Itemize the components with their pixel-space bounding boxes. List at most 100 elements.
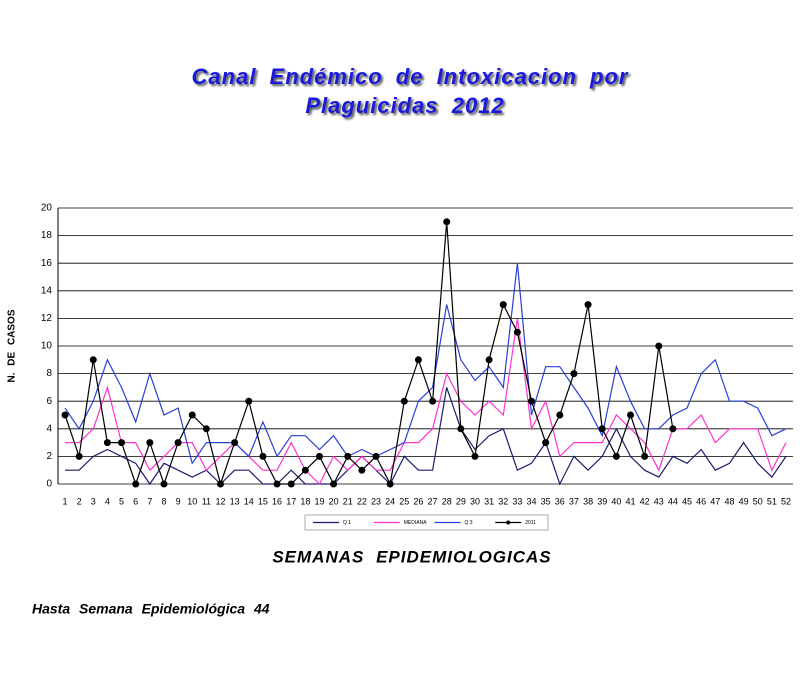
x-tick-label: 51 (767, 496, 777, 506)
x-tick-label: 39 (597, 496, 607, 506)
legend-label: 2011 (525, 520, 536, 526)
data-point (429, 397, 437, 405)
x-tick-label: 35 (541, 496, 551, 506)
x-tick-label: 40 (611, 496, 621, 506)
data-point (273, 480, 281, 488)
x-tick-label: 17 (286, 496, 296, 506)
data-point (160, 480, 168, 488)
data-point (118, 439, 126, 447)
data-point (499, 301, 507, 309)
x-tick-label: 4 (105, 496, 110, 506)
data-point (75, 452, 83, 460)
x-tick-label: 13 (230, 496, 240, 506)
x-tick-label: 27 (428, 496, 438, 506)
x-tick-label: 8 (161, 496, 166, 506)
data-point (259, 452, 267, 460)
x-tick-label: 47 (710, 496, 720, 506)
data-point (542, 439, 550, 447)
data-point (414, 356, 422, 364)
data-point (245, 397, 253, 405)
x-tick-label: 20 (329, 496, 339, 506)
y-tick-label: 8 (46, 368, 52, 379)
data-point (188, 411, 196, 419)
x-tick-label: 48 (724, 496, 734, 506)
data-point (174, 439, 182, 447)
data-point (344, 452, 352, 460)
x-tick-label: 10 (187, 496, 197, 506)
x-tick-label: 42 (640, 496, 650, 506)
legend-box (304, 514, 549, 531)
x-tick-label: 1 (62, 496, 67, 506)
legend-label: Q 3 (465, 520, 473, 526)
data-point (471, 452, 479, 460)
x-tick-label: 34 (527, 496, 537, 506)
x-tick-label: 50 (753, 496, 763, 506)
data-point (146, 439, 154, 447)
x-tick-label: 15 (258, 496, 268, 506)
x-tick-label: 12 (216, 496, 226, 506)
data-point (301, 466, 309, 474)
data-point (485, 356, 493, 364)
y-tick-label: 16 (41, 258, 53, 269)
series-line (65, 387, 787, 486)
data-point (669, 425, 677, 433)
y-tick-label: 10 (41, 341, 53, 352)
x-tick-label: 37 (569, 496, 579, 506)
data-point (598, 425, 606, 433)
x-tick-label: 28 (442, 496, 452, 506)
data-point (217, 480, 225, 488)
data-point (400, 397, 408, 405)
chart-title: Canal Endémico de Intoxicacion por (192, 64, 629, 89)
x-axis-label: SEMANAS EPIDEMIOLOGICAS (272, 547, 551, 566)
y-tick-label: 14 (41, 285, 53, 296)
chart-title: Plaguicidas 2012 (305, 93, 504, 118)
x-tick-label: 11 (202, 496, 211, 506)
legend-label: MEDIANA (404, 520, 427, 526)
legend-label: Q 1 (343, 520, 351, 526)
data-point (386, 480, 394, 488)
data-point (556, 411, 564, 419)
x-tick-label: 7 (147, 496, 152, 506)
x-tick-label: 29 (456, 496, 466, 506)
legend-marker (506, 520, 511, 525)
data-point (528, 397, 536, 405)
x-tick-label: 26 (413, 496, 423, 506)
x-tick-label: 21 (343, 496, 353, 506)
data-point (372, 452, 380, 460)
y-tick-label: 2 (46, 451, 52, 462)
data-point (626, 411, 634, 419)
data-point (287, 480, 295, 488)
data-point (315, 452, 323, 460)
x-tick-label: 14 (244, 496, 254, 506)
series-line (64, 221, 674, 487)
data-point (61, 411, 69, 419)
x-tick-label: 6 (133, 496, 138, 506)
x-tick-label: 3 (91, 496, 96, 506)
x-tick-label: 41 (625, 496, 635, 506)
x-tick-label: 31 (484, 496, 494, 506)
x-tick-label: 52 (781, 496, 791, 506)
y-tick-label: 20 (41, 203, 53, 214)
data-point (103, 439, 111, 447)
x-tick-label: 36 (555, 496, 565, 506)
y-tick-label: 12 (41, 313, 53, 324)
y-tick-label: 0 (46, 479, 52, 490)
series-line (64, 263, 787, 465)
data-point (443, 218, 451, 226)
x-tick-label: 44 (668, 496, 678, 506)
x-tick-label: 9 (176, 496, 181, 506)
x-tick-label: 46 (696, 496, 706, 506)
x-tick-label: 32 (498, 496, 508, 506)
data-point (612, 452, 620, 460)
data-point (641, 452, 649, 460)
y-tick-label: 18 (41, 230, 53, 241)
data-point (655, 342, 663, 350)
x-tick-label: 5 (119, 496, 124, 506)
series-line (65, 318, 787, 485)
x-tick-label: 18 (300, 496, 310, 506)
data-point (231, 439, 239, 447)
x-tick-label: 43 (654, 496, 664, 506)
data-point (570, 370, 578, 378)
x-tick-label: 33 (512, 496, 522, 506)
